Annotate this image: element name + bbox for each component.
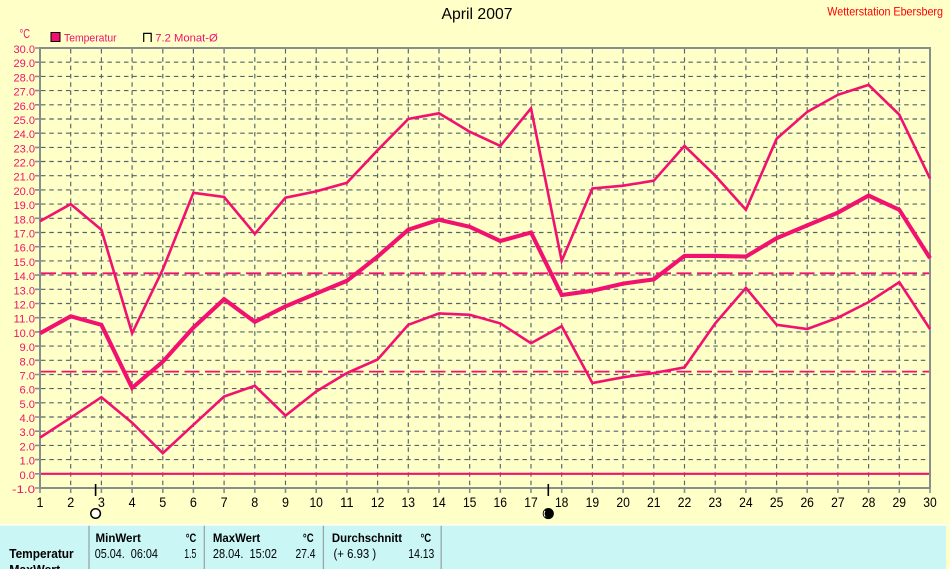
svg-text:24.0: 24.0	[14, 129, 36, 141]
svg-text:19: 19	[586, 494, 600, 510]
svg-text:April 2007: April 2007	[442, 6, 513, 23]
svg-text:1.5: 1.5	[184, 546, 196, 561]
svg-text:20: 20	[616, 494, 630, 510]
svg-text:4: 4	[129, 494, 136, 510]
svg-text:10: 10	[309, 494, 323, 510]
svg-text:29.0: 29.0	[14, 58, 36, 70]
svg-text:°C: °C	[303, 531, 314, 545]
svg-text:20.0: 20.0	[14, 186, 36, 198]
svg-text:23.0: 23.0	[14, 143, 36, 155]
svg-text:17.0: 17.0	[14, 229, 36, 241]
svg-text:3.0: 3.0	[20, 427, 36, 439]
svg-text:26.0: 26.0	[14, 101, 36, 113]
svg-text:MaxWert: MaxWert	[213, 531, 260, 545]
svg-text:14.13: 14.13	[408, 546, 434, 561]
svg-text:18: 18	[555, 494, 569, 510]
svg-text:2.0: 2.0	[20, 441, 36, 453]
svg-text:27: 27	[831, 494, 845, 510]
svg-text:6: 6	[190, 494, 197, 510]
svg-text:30.0: 30.0	[14, 44, 36, 56]
svg-text:18.0: 18.0	[14, 214, 36, 226]
svg-text:14: 14	[432, 494, 446, 510]
svg-text:26: 26	[800, 494, 814, 510]
svg-text:Wetterstation Ebersberg: Wetterstation Ebersberg	[827, 5, 943, 19]
svg-text:4.0: 4.0	[20, 413, 36, 425]
svg-text:5.0: 5.0	[20, 399, 36, 411]
svg-text:25.0: 25.0	[14, 115, 36, 127]
svg-text:1: 1	[37, 494, 44, 510]
svg-text:Temperatur: Temperatur	[64, 32, 117, 44]
svg-text:13.0: 13.0	[14, 285, 36, 297]
svg-text:8.0: 8.0	[20, 356, 36, 368]
svg-text:25: 25	[770, 494, 784, 510]
svg-text:10.0: 10.0	[14, 328, 36, 340]
svg-text:Durchschnitt: Durchschnitt	[332, 531, 402, 545]
svg-text:°C: °C	[186, 531, 197, 545]
svg-text:°C: °C	[20, 26, 31, 41]
svg-text:12: 12	[371, 494, 385, 510]
svg-text:22: 22	[678, 494, 692, 510]
svg-text:MinWert: MinWert	[96, 531, 141, 545]
svg-text:28.0: 28.0	[14, 72, 36, 84]
svg-text:15.0: 15.0	[14, 257, 36, 269]
svg-text:2: 2	[67, 494, 74, 510]
svg-text:30: 30	[923, 494, 937, 510]
svg-text:(+ 6.93 ): (+ 6.93 )	[334, 546, 377, 561]
svg-text:21.0: 21.0	[14, 172, 36, 184]
svg-text:13: 13	[402, 494, 416, 510]
svg-text:14.0: 14.0	[14, 271, 36, 283]
svg-text:23: 23	[708, 494, 722, 510]
svg-text:22.0: 22.0	[14, 158, 36, 170]
svg-text:6.0: 6.0	[20, 385, 36, 397]
svg-text:7: 7	[221, 494, 228, 510]
svg-text:7.0: 7.0	[20, 371, 36, 383]
svg-text:16.0: 16.0	[14, 243, 36, 255]
svg-text:11.0: 11.0	[14, 314, 36, 326]
svg-text:7.2 Monat-Ø: 7.2 Monat-Ø	[155, 32, 218, 44]
svg-text:MaxWert: MaxWert	[9, 562, 61, 569]
svg-text:-1.0: -1.0	[12, 484, 35, 496]
svg-text:21: 21	[647, 494, 661, 510]
svg-text:16: 16	[494, 494, 508, 510]
svg-text:1.0: 1.0	[20, 456, 36, 468]
svg-text:24: 24	[739, 494, 753, 510]
svg-text:11: 11	[340, 494, 354, 510]
svg-text:0.0: 0.0	[20, 470, 36, 482]
svg-text:3: 3	[98, 494, 105, 510]
svg-text:05.04. 06:04: 05.04. 06:04	[95, 546, 158, 561]
svg-text:27.4: 27.4	[296, 546, 316, 561]
svg-text:°C: °C	[421, 531, 432, 545]
svg-text:12.0: 12.0	[14, 300, 36, 312]
svg-text:5: 5	[159, 494, 166, 510]
svg-text:Temperatur: Temperatur	[9, 546, 74, 561]
svg-text:19.0: 19.0	[14, 200, 36, 212]
svg-text:17: 17	[524, 494, 538, 510]
svg-text:28: 28	[862, 494, 876, 510]
svg-text:28.04. 15:02: 28.04. 15:02	[213, 546, 277, 561]
svg-text:27.0: 27.0	[14, 87, 36, 99]
svg-text:29: 29	[893, 494, 907, 510]
svg-text:8: 8	[251, 494, 258, 510]
svg-text:9.0: 9.0	[20, 342, 36, 354]
svg-text:9: 9	[282, 494, 289, 510]
svg-text:15: 15	[463, 494, 477, 510]
